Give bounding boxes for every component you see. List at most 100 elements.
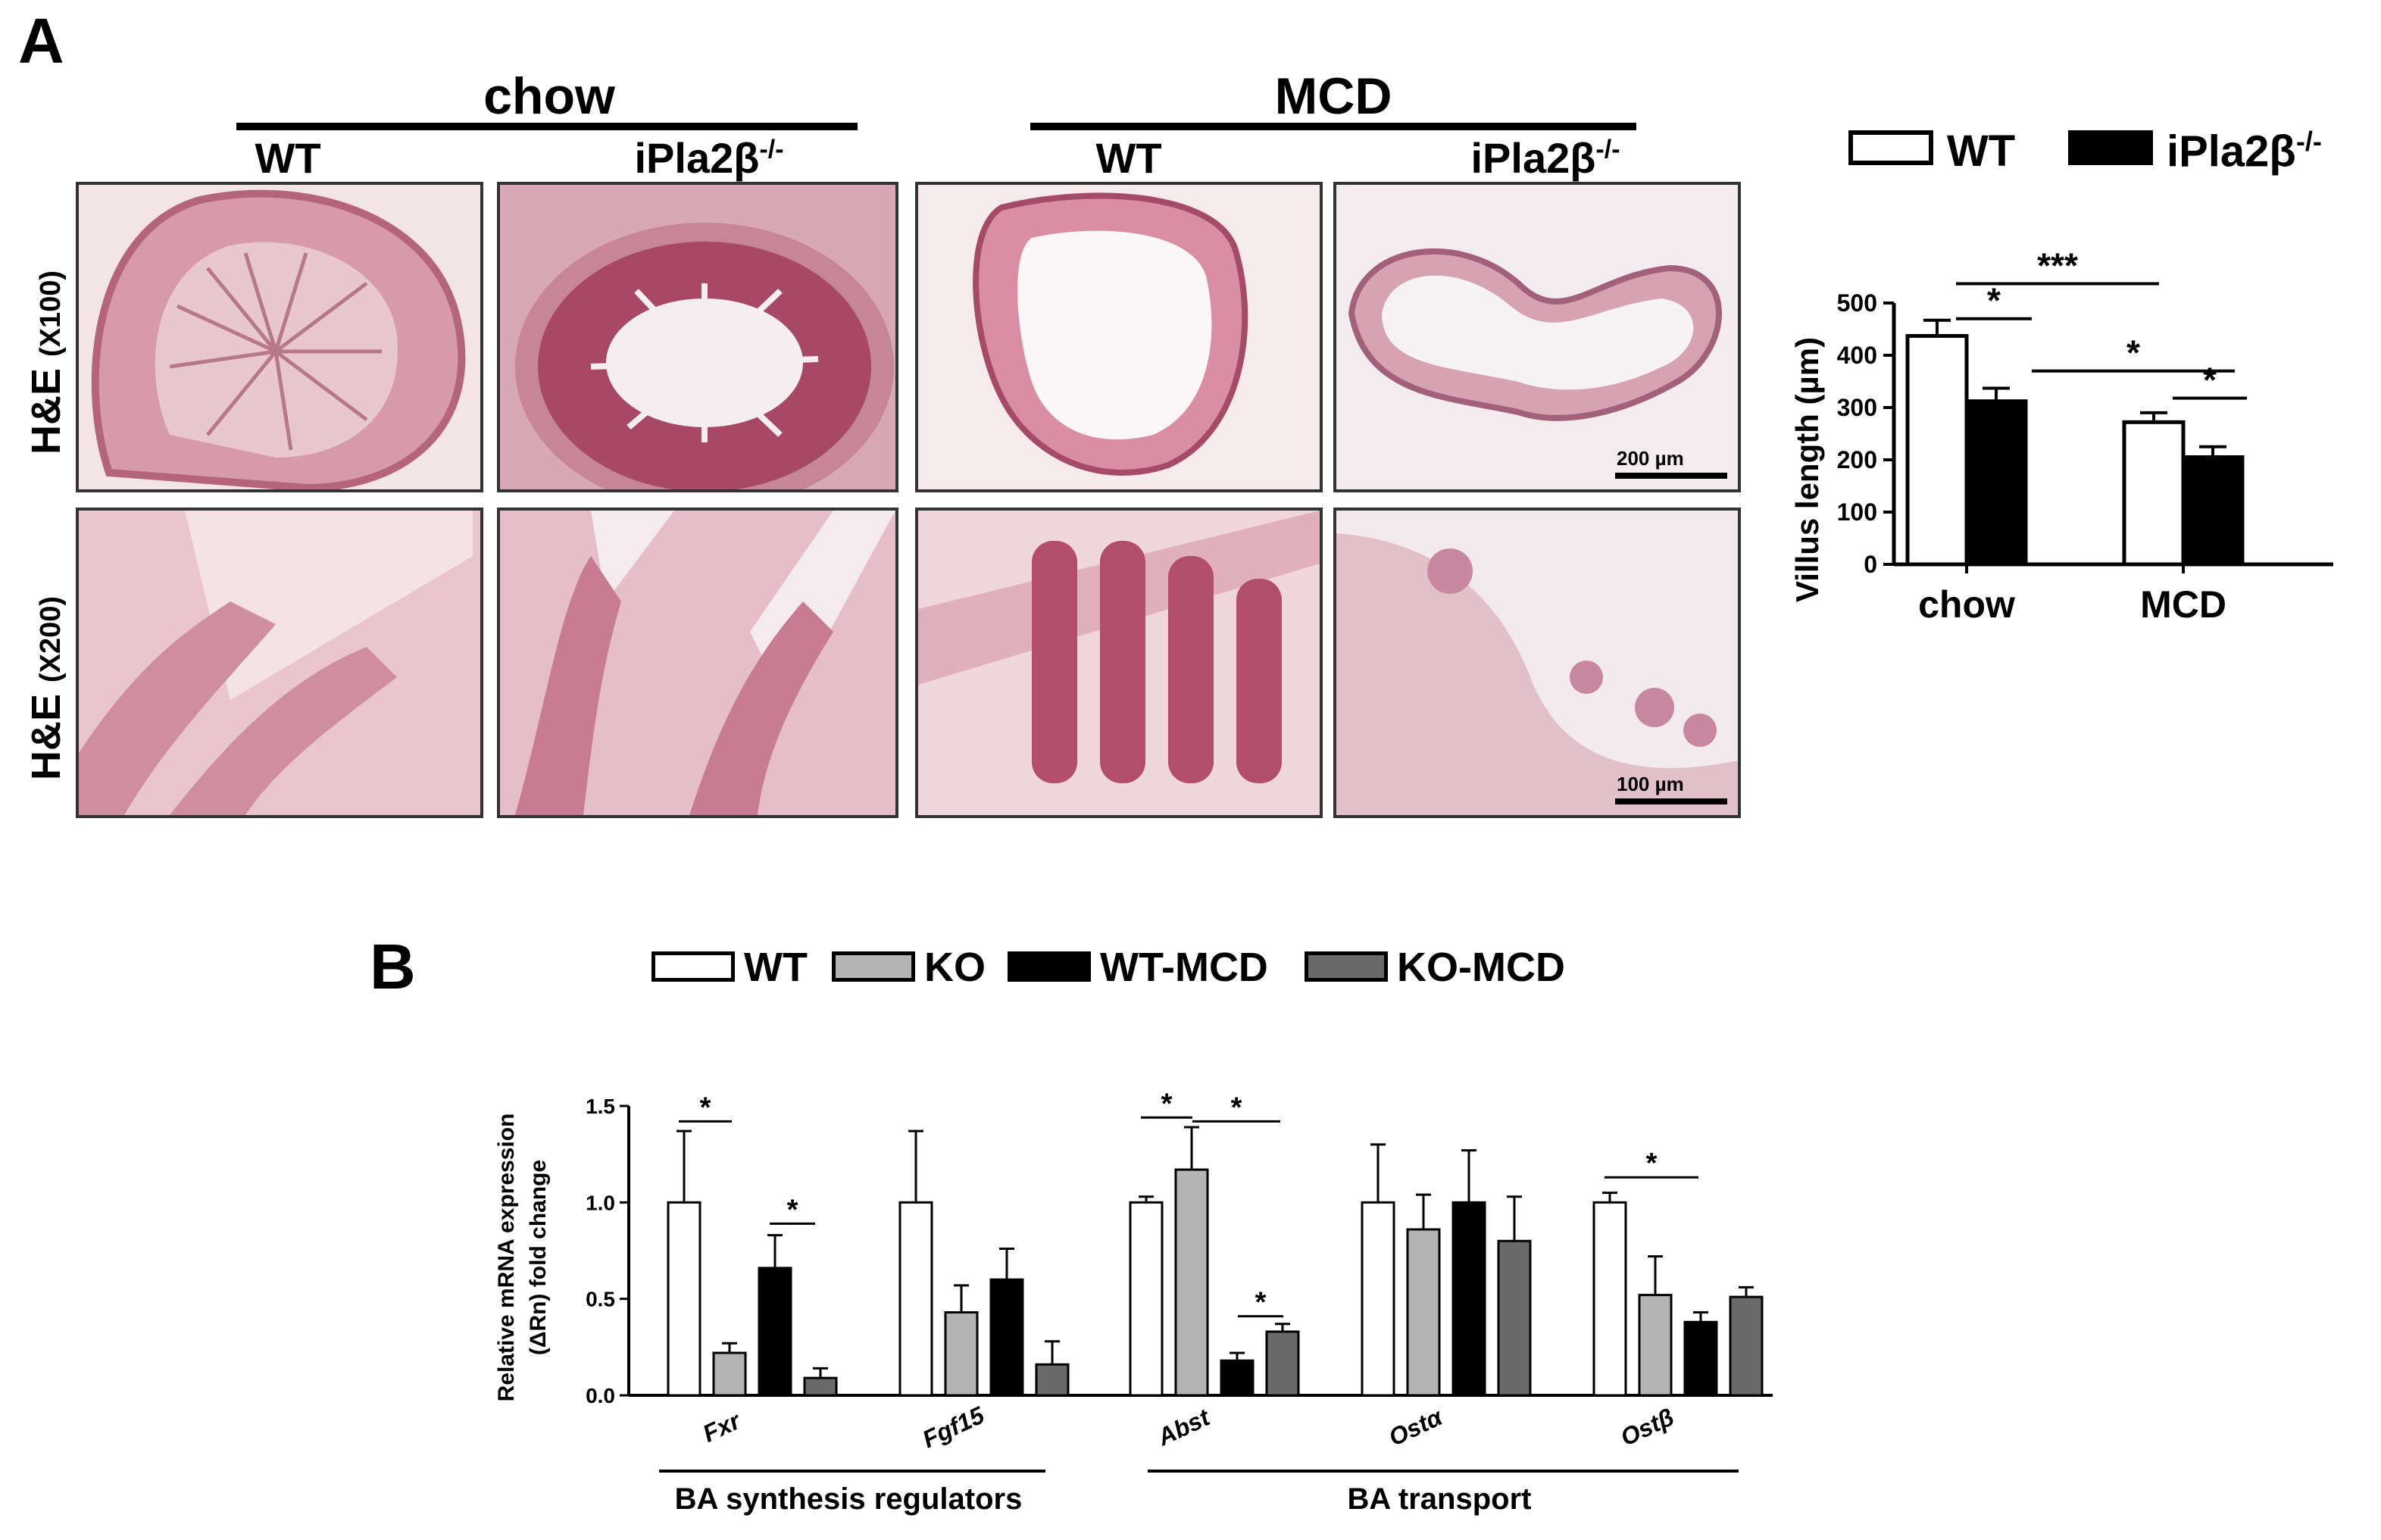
legend-b-label-ko-mcd: KO-MCD [1397,945,1565,990]
villus-sig-star-2: * [2126,333,2140,373]
micrograph-chow-ko-x200-art [500,511,895,815]
mrna-chart: Relative mRNA expression (ΔRn) fold chan… [494,1088,1773,1516]
column-label-chow-ko: iPla2β-/- [497,133,921,183]
villus-ytick-label-2: 200 [1837,446,1877,473]
micrograph-chow-wt-x200-art [79,511,480,815]
legend-b-swatch-ko-mcd [1305,951,1388,982]
mrna-bar-2-1 [1174,1168,1209,1397]
group-bar-mcd [1030,123,1636,130]
micrograph-mcd-ko-x200: 100 µm [1333,508,1741,818]
mrna-xtick-label-3: Ostα [1385,1403,1448,1451]
legend-b-swatch-wt-mcd [1008,951,1091,982]
villus-sig-star-3: * [2203,361,2217,400]
mrna-ytick-label-3: 1.5 [586,1095,615,1118]
group-label-chow: chow [483,67,615,125]
mrna-chart-ylabel-line1: Relative mRNA expression [494,1114,519,1402]
villus-bar-1-1 [2181,455,2245,567]
mrna-bar-3-1 [1406,1228,1441,1397]
villus-chart: Villus length (µm) 0 100 200 300 400 500 chow M… [1789,245,2333,626]
legend-b-label-wt: WT [744,945,808,990]
mrna-bar-3-0 [1361,1201,1395,1397]
micrograph-mcd-wt-x100-art [918,185,1320,489]
legend-a-label-ko: iPla2β-/- [2167,126,2322,176]
column-label-mcd-ko-sup: -/- [1595,135,1620,164]
mrna-ytick-label-1: 0.5 [586,1288,615,1311]
villus-ytick-label-5: 500 [1837,289,1877,317]
mrna-chart-plot: 0.0 0.5 1.0 1.5 Fxr Fgf15 Abst Ostα Ostβ * * * * * * [586,1088,1773,1453]
mrna-bar-1-2 [989,1278,1024,1397]
micrograph-chow-ko-x200 [497,508,898,818]
villus-ytick-label-0: 0 [1864,551,1877,578]
mrna-bar-0-1 [712,1351,747,1397]
micrograph-mcd-wt-x100 [915,182,1323,492]
mrna-sig-star-4: * [1255,1287,1267,1319]
legend-a-label-ko-text: iPla2β [2167,127,2296,176]
mrna-bar-2-2 [1220,1359,1255,1397]
legend-b-label-wt-mcd: WT-MCD [1100,945,1268,990]
villus-sig-star-0: * [1987,281,2001,320]
mrna-xtick-label-0: Fxr [698,1407,745,1448]
villus-ytick-label-4: 400 [1837,342,1877,369]
micrograph-chow-wt-x200 [76,508,483,818]
micrograph-mcd-wt-x200 [915,508,1323,818]
mrna-bar-3-2 [1451,1201,1486,1397]
mrna-xtick-label-2: Abst [1153,1403,1215,1451]
mrna-bar-4-3 [1729,1295,1764,1397]
villus-bar-0-1 [1964,399,2028,567]
scale-bar-200 [1615,473,1727,479]
villus-chart-ylabel: Villus length (µm) [1789,337,1825,602]
mrna-bar-0-3 [803,1376,838,1397]
micrograph-chow-wt-x100 [76,182,483,492]
mrna-chart-ylabel-line2: (ΔRn) fold change [526,1160,551,1355]
mrna-sig-star-1: * [787,1194,798,1226]
mrna-sig-star-3: * [1231,1092,1242,1123]
row-label-x100: H&E (X100) [23,270,70,455]
mrna-bar-1-3 [1035,1363,1070,1397]
micrograph-mcd-wt-x200-art [918,511,1320,815]
mrna-bar-4-2 [1683,1320,1718,1397]
legend-b: WT KO WT-MCD KO-MCD [651,945,1636,994]
column-label-chow-ko-text: iPla2β [634,134,760,182]
mrna-xtick-label-1: Fgf15 [918,1401,989,1453]
micrograph-chow-wt-x100-art [79,185,480,489]
villus-sig-star-1: *** [2037,245,2078,285]
mrna-bar-4-1 [1638,1294,1673,1397]
group-label-synthesis: BA synthesis regulators [675,1482,1023,1516]
row-label-x200: H&E (X200) [23,596,70,780]
villus-ytick-label-3: 300 [1837,394,1877,421]
row-label-x200-mag: (X200) [35,595,67,683]
column-label-chow-wt: WT [255,134,321,182]
group-label-mcd: MCD [1274,67,1392,125]
micrograph-mcd-ko-x100-art [1336,185,1738,489]
mrna-bar-0-0 [667,1201,701,1397]
scale-label-100: 100 µm [1617,773,1684,795]
mrna-xtick-label-4: Ostβ [1617,1403,1679,1451]
micrograph-chow-ko-x100-art [500,185,895,489]
mrna-bar-4-0 [1592,1201,1627,1397]
mrna-sig-star-0: * [700,1092,711,1123]
row-label-x100-text: H&E [23,367,69,455]
villus-ytick-label-1: 100 [1837,498,1877,526]
legend-a-label-wt: WT [1947,127,2016,176]
mrna-bar-2-3 [1265,1330,1300,1397]
scale-label-200: 200 µm [1617,447,1684,470]
legend-b-swatch-ko [832,951,915,982]
mrna-sig-star-5: * [1646,1148,1658,1179]
villus-xtick-label-1: MCD [2140,583,2226,626]
mrna-bar-0-2 [758,1267,792,1397]
group-bar-chow [236,123,858,130]
legend-a-swatch-ko [2068,130,2153,165]
mrna-ytick-label-0: 0.0 [586,1384,615,1407]
group-label-transport: BA transport [1348,1482,1532,1516]
mrna-bar-1-0 [898,1201,933,1397]
mrna-bar-3-3 [1497,1239,1532,1397]
villus-xtick-label-0: chow [1918,583,2015,626]
legend-a-label-ko-sup: -/- [2295,126,2322,157]
panel-a-letter: A [18,5,64,77]
mrna-bar-2-0 [1129,1201,1164,1397]
column-label-mcd-ko: iPla2β-/- [1333,133,1758,183]
micrograph-mcd-ko-x100: 200 µm [1333,182,1741,492]
micrograph-mcd-ko-x200-art [1336,511,1738,815]
micrograph-chow-ko-x100 [497,182,898,492]
